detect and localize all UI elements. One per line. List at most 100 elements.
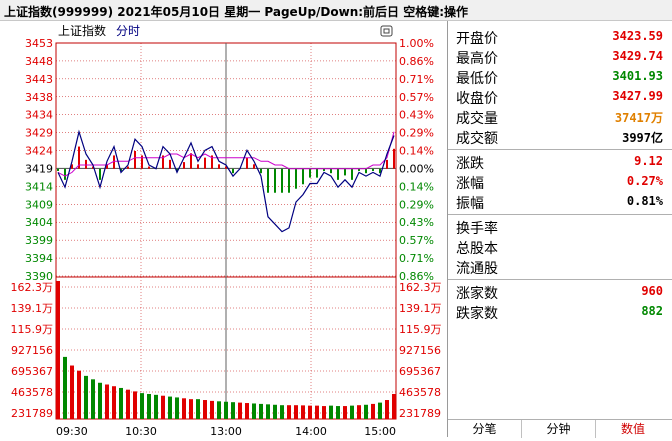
volume-bar	[140, 393, 144, 419]
volume-bar	[182, 398, 186, 419]
quote-open: 开盘价 3423.59	[448, 27, 672, 47]
volume-bar	[161, 395, 165, 419]
pct-tick-label: 0.29%	[399, 198, 434, 211]
price-tick-label: 3414	[25, 180, 53, 193]
quote-volume: 成交量 37417万	[448, 107, 672, 127]
total-shares-label: 总股本	[456, 241, 498, 257]
volume-bar	[357, 405, 361, 419]
price-tick-label: 3443	[25, 73, 53, 86]
quote-amount: 成交额 3997亿	[448, 127, 672, 147]
high-value: 3429.74	[612, 49, 663, 63]
pct-tick-label: 0.86%	[399, 55, 434, 68]
volume-tick-label: 695367	[11, 365, 53, 378]
intraday-chart-svg: 3453 1.00% 3448 0.86% 3443 0.71% 3438 0.57% 3434…	[11, 23, 442, 438]
volume-bar	[70, 365, 74, 419]
change-value: 9.12	[634, 154, 663, 168]
volume-bar	[280, 405, 284, 419]
axis-labels: 3453 1.00% 3448 0.86% 3443 0.71% 3438 0.57% 3434…	[11, 37, 442, 438]
pct-tick-label: 0.71%	[399, 73, 434, 86]
pct-tick-label: 0.14%	[399, 180, 434, 193]
volume-bar	[105, 384, 109, 419]
volume-bar	[385, 400, 389, 419]
time-tick-label: 14:00	[295, 425, 327, 437]
volume-bars	[56, 280, 396, 419]
price-tick-label: 3404	[25, 216, 53, 229]
price-tick-label: 3394	[25, 252, 53, 265]
quote-pct: 涨幅 0.27%	[448, 172, 672, 192]
up-count-value: 960	[641, 284, 663, 298]
volume-bar	[273, 404, 277, 419]
volume-bar	[217, 401, 221, 419]
price-bars	[57, 146, 395, 193]
pct-label: 涨幅	[456, 176, 484, 192]
up-count-label: 涨家数	[456, 286, 498, 302]
volume-bar	[63, 356, 67, 419]
view-tabs: 分笔 分钟 数值	[448, 419, 672, 438]
volume-label: 成交量	[456, 111, 498, 127]
time-tick-label: 10:30	[125, 425, 157, 437]
volume-tick-label-right: 927156	[399, 344, 441, 357]
quote-high: 最高价 3429.74	[448, 47, 672, 67]
tab-ticks[interactable]: 分笔	[448, 420, 522, 438]
volume-bar	[315, 405, 319, 419]
volume-bar	[224, 401, 228, 419]
volume-bar	[77, 370, 81, 419]
volume-bar	[98, 382, 102, 419]
high-label: 最高价	[456, 51, 498, 67]
volume-bar	[322, 406, 326, 419]
volume-bar	[252, 403, 256, 419]
volume-bar	[378, 402, 382, 419]
open-label: 开盘价	[456, 31, 498, 47]
tab-minutes[interactable]: 分钟	[522, 420, 596, 438]
amplitude-label: 振幅	[456, 196, 484, 212]
volume-bar	[350, 405, 354, 419]
volume-bar	[189, 399, 193, 419]
price-tick-label: 3429	[25, 127, 53, 140]
volume-bar	[231, 402, 235, 419]
turnover-label: 换手率	[456, 221, 498, 237]
volume-bar	[371, 403, 375, 419]
close-label: 收盘价	[456, 91, 498, 107]
tab-values[interactable]: 数值	[620, 422, 645, 436]
volume-tick-label: 115.9万	[11, 323, 54, 336]
chart-mode: 分时	[116, 24, 140, 38]
down-count-value: 882	[641, 304, 663, 318]
time-tick-label: 13:00	[210, 425, 242, 437]
time-tick-label: 09:30	[56, 425, 88, 437]
quote-low: 最低价 3401.93	[448, 67, 672, 87]
quote-down-count: 跌家数 882	[448, 302, 672, 322]
volume-bar	[168, 396, 172, 419]
price-lines	[57, 129, 395, 233]
quote-up-count: 涨家数 960	[448, 282, 672, 302]
intraday-chart[interactable]: 3453 1.00% 3448 0.86% 3443 0.71% 3438 0.57% 3434…	[0, 21, 446, 438]
volume-bar	[301, 405, 305, 419]
close-value: 3427.99	[612, 89, 663, 103]
volume-tick-label-right: 162.3万	[399, 281, 442, 294]
volume-bar	[266, 404, 270, 419]
divider	[448, 279, 672, 280]
window-title: 上证指数(999999) 2021年05月10日 星期一 PageUp/Down…	[4, 5, 469, 19]
volume-tick-label: 162.3万	[11, 281, 54, 294]
pct-tick-label: 0.14%	[399, 145, 434, 158]
volume-bar	[308, 405, 312, 419]
volume-tick-label-right: 695367	[399, 365, 441, 378]
volume-bar	[126, 389, 130, 419]
quote-amplitude: 振幅 0.81%	[448, 192, 672, 212]
divider	[448, 214, 672, 215]
low-value: 3401.93	[612, 69, 663, 83]
float-shares-label: 流通股	[456, 261, 498, 277]
pct-value: 0.27%	[626, 174, 663, 188]
volume-bar	[343, 406, 347, 419]
price-tick-label: 3399	[25, 234, 53, 247]
pct-tick-label: 0.57%	[399, 234, 434, 247]
low-label: 最低价	[456, 71, 498, 87]
chart-grid	[55, 42, 397, 420]
average-price-line	[57, 131, 395, 177]
pct-tick-label: 1.00%	[399, 37, 434, 50]
volume-tick-label-right: 115.9万	[399, 323, 442, 336]
pct-tick-label: 0.00%	[399, 162, 434, 175]
price-tick-label: 3438	[25, 91, 53, 104]
volume-value: 37417万	[614, 111, 663, 125]
window-icon[interactable]	[380, 25, 393, 37]
volume-tick-label-right: 139.1万	[399, 302, 442, 315]
